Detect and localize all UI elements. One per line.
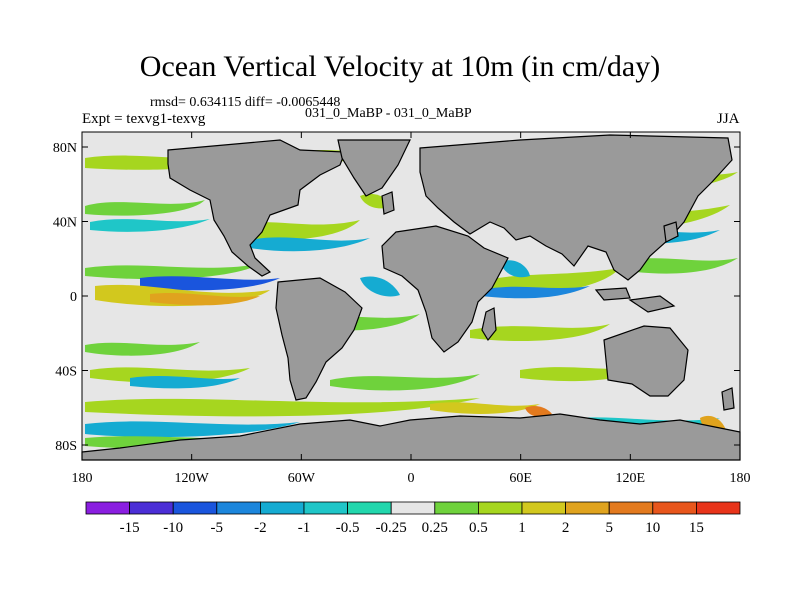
land-masses: [81, 134, 741, 461]
velocity-band: [470, 324, 610, 342]
colorbar-label: 5: [605, 520, 613, 536]
lon-tick-label: 180: [730, 471, 751, 486]
lat-tick-label: 40S: [55, 365, 77, 380]
colorbar-swatch: [608, 501, 654, 515]
chart-title: Ocean Vertical Velocity at 10m (in cm/da…: [139, 50, 661, 83]
velocity-band: [360, 276, 400, 297]
velocity-band: [150, 293, 260, 306]
madagascar: [481, 307, 497, 342]
velocity-band: [430, 402, 540, 414]
colorbar-label: 0.5: [469, 520, 488, 536]
indonesia: [594, 287, 631, 301]
colorbar-label: -0.5: [336, 520, 360, 536]
lon-tick-label: 120E: [616, 471, 646, 486]
velocity-band: [85, 264, 260, 280]
colorbar-swatch: [216, 501, 261, 515]
new-guinea: [628, 295, 676, 313]
colorbar-swatch: [172, 501, 218, 515]
stats-text: rmsd= 0.634115 diff= -0.0065448: [150, 95, 341, 110]
colorbar-swatch: [347, 501, 392, 515]
velocity-band: [480, 286, 590, 299]
velocity-band: [130, 376, 240, 389]
velocity-band: [85, 200, 205, 216]
colorbar-swatch: [259, 501, 305, 515]
velocity-band: [85, 342, 200, 356]
colorbar-label: 2: [562, 520, 570, 536]
colorbar-label: 15: [689, 520, 704, 536]
velocity-band: [140, 276, 280, 291]
colorbar-label: 0.25: [422, 520, 448, 536]
lat-tick-label: 40N: [53, 216, 77, 231]
north-america: [167, 139, 346, 277]
new-zealand: [721, 387, 735, 411]
australia: [603, 325, 689, 397]
axis-ticks: [81, 132, 741, 460]
velocity-band: [330, 374, 480, 391]
colorbar-label: -10: [163, 520, 183, 536]
velocity-band: [85, 398, 480, 417]
colorbar-label: -2: [254, 520, 267, 536]
colorbar: -15 -10 -5 -2 -1 -0.5 -0.25 0.25 0.5 1 2 5 10 15: [85, 501, 741, 536]
expt-label: Expt = texvg1-texvg: [82, 111, 206, 127]
experiment-pair-label: 031_0_MaBP - 031_0_MaBP: [305, 106, 472, 121]
colorbar-label: -0.25: [376, 520, 407, 536]
velocity-band: [500, 260, 530, 278]
lon-tick-label: 60E: [509, 471, 532, 486]
season-label: JJA: [717, 111, 740, 127]
lon-tick-label: 60W: [288, 471, 316, 486]
south-america: [275, 277, 363, 401]
colorbar-swatch: [477, 501, 523, 515]
colorbar-label: 10: [645, 520, 660, 536]
longitude-labels: 180 120W 60W 0 60E 120E 180: [72, 471, 751, 486]
map-panel: [81, 131, 741, 461]
colorbar-label: 1: [518, 520, 526, 536]
velocity-band: [90, 219, 210, 232]
greenland: [337, 139, 411, 197]
africa: [381, 225, 509, 353]
colorbar-swatch: [434, 501, 479, 515]
velocity-band: [85, 421, 300, 438]
lat-tick-label: 80N: [53, 141, 77, 156]
colorbar-swatch: [129, 501, 174, 515]
colorbar-swatch: [652, 501, 697, 515]
lat-tick-label: 80S: [55, 439, 77, 454]
colorbar-label: -5: [211, 520, 224, 536]
latitude-labels: 80N 40N 0 40S 80S: [53, 141, 77, 454]
japan: [663, 221, 679, 243]
colorbar-swatch: [303, 501, 348, 515]
uk: [381, 191, 395, 215]
colorbar-label: -1: [298, 520, 311, 536]
lat-tick-label: 0: [70, 290, 77, 305]
velocity-band: [525, 405, 552, 417]
colorbar-swatch: [565, 501, 610, 515]
velocity-band: [250, 237, 370, 252]
velocity-band: [620, 258, 738, 274]
colorbar-label: -15: [120, 520, 140, 536]
colorbar-swatch: [696, 501, 741, 515]
colorbar-swatch: [521, 501, 566, 515]
lon-tick-label: 120W: [175, 471, 210, 486]
lon-tick-label: 0: [408, 471, 415, 486]
colorbar-swatch: [390, 501, 436, 515]
colorbar-swatch: [85, 501, 130, 515]
eurasia: [419, 134, 733, 281]
lon-tick-label: 180: [72, 471, 93, 486]
